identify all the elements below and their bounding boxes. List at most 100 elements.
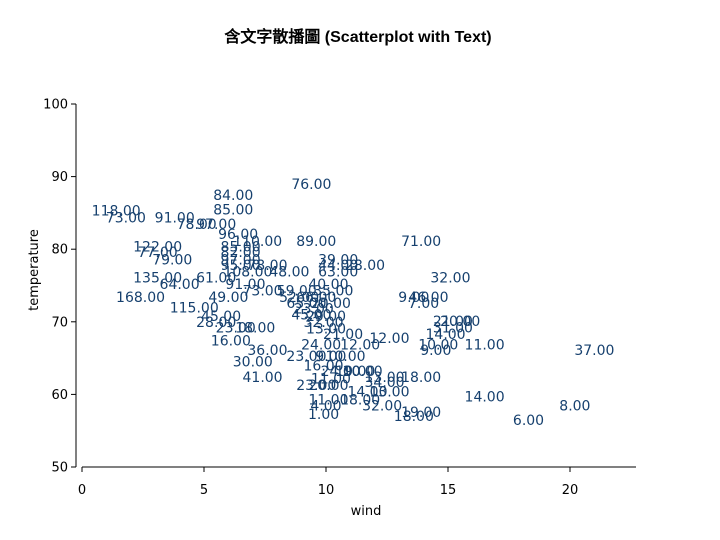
data-point-label: 20.00 bbox=[308, 378, 348, 394]
data-point-label: 79.00 bbox=[152, 252, 192, 268]
data-point-label: 11.00 bbox=[308, 392, 348, 408]
data-point-label: 10.00 bbox=[343, 364, 383, 380]
data-point-label: 78.00 bbox=[177, 217, 217, 233]
data-point-label: 18.00 bbox=[340, 392, 380, 408]
data-point-label: 16.00 bbox=[211, 334, 251, 350]
data-point-label: 21.00 bbox=[323, 327, 363, 343]
data-point-label: 29.00 bbox=[306, 309, 346, 325]
data-point-label: 76.00 bbox=[291, 177, 331, 193]
data-point-label: 28.00 bbox=[196, 315, 236, 331]
data-point-label: 85.00 bbox=[213, 202, 253, 218]
data-point-label: 23.00 bbox=[216, 321, 256, 337]
data-point-label: 135.00 bbox=[133, 271, 182, 287]
data-point-label: 115.00 bbox=[170, 300, 219, 316]
data-point-label: 45.00 bbox=[201, 309, 241, 325]
data-point-label: 59.00 bbox=[277, 284, 317, 300]
data-point-label: 23.00 bbox=[294, 302, 334, 318]
data-point-label: 14.00 bbox=[347, 384, 387, 400]
data-point-label: 20.00 bbox=[440, 314, 480, 330]
x-axis-label: wind bbox=[351, 504, 382, 519]
data-point-label: 13.00 bbox=[365, 370, 405, 386]
data-point-label: 36.00 bbox=[247, 343, 287, 359]
data-point-label: 24.00 bbox=[301, 337, 341, 353]
data-point-label: 52.00 bbox=[279, 290, 319, 306]
data-point-label: 14.00 bbox=[465, 390, 505, 406]
x-tick-label: 15 bbox=[440, 483, 457, 498]
data-point-label: 64.00 bbox=[160, 277, 200, 293]
chart-title: 含文字散播圖 (Scatterplot with Text) bbox=[224, 27, 491, 46]
data-point-label: 21.00 bbox=[433, 314, 473, 330]
data-point-label: 71.00 bbox=[401, 234, 441, 250]
data-point-label: 46.00 bbox=[408, 290, 448, 306]
data-point-label: 10.00 bbox=[418, 337, 458, 353]
y-tick-label: 70 bbox=[51, 315, 68, 330]
data-point-label: 73.00 bbox=[106, 210, 146, 226]
data-point-label: 32.00 bbox=[304, 315, 344, 331]
y-tick-label: 80 bbox=[51, 243, 68, 258]
data-point-label: 8.00 bbox=[559, 398, 590, 414]
y-axis-label: temperature bbox=[27, 229, 42, 311]
data-point-label: 40.00 bbox=[308, 277, 348, 293]
data-point-label: 65.00 bbox=[286, 296, 326, 312]
data-point-label: 66.00 bbox=[296, 290, 336, 306]
data-point-label: 23.00 bbox=[286, 349, 326, 365]
data-point-label: 110.00 bbox=[233, 234, 282, 250]
data-point-label: 118.00 bbox=[92, 204, 141, 220]
data-point-label: 18.00 bbox=[235, 321, 275, 337]
x-tick-label: 0 bbox=[78, 483, 86, 498]
data-point-label: 34.00 bbox=[365, 375, 405, 391]
data-point-label: 122.00 bbox=[133, 239, 182, 255]
data-point-label: 35.00 bbox=[313, 284, 353, 300]
data-point-label: 24.00 bbox=[321, 364, 361, 380]
data-point-label: 63.00 bbox=[318, 265, 358, 281]
data-point-label: 14.00 bbox=[426, 327, 466, 343]
data-point-label: 73.00 bbox=[243, 284, 283, 300]
data-point-label: 61.00 bbox=[196, 271, 236, 287]
data-point-label: 4.00 bbox=[310, 398, 341, 414]
y-tick-label: 50 bbox=[51, 461, 68, 476]
data-point-label: 11.00 bbox=[465, 337, 505, 353]
data-point-label: 78.00 bbox=[247, 258, 287, 274]
x-tick-label: 10 bbox=[318, 483, 335, 498]
data-point-label: 16.00 bbox=[304, 358, 344, 374]
data-point-label: 82.00 bbox=[221, 245, 261, 261]
y-tick-label: 100 bbox=[43, 98, 68, 113]
data-point-label: 85.00 bbox=[221, 239, 261, 255]
data-point-label: 7.00 bbox=[408, 296, 439, 312]
x-tick-labels: 0 5 10 15 20 bbox=[78, 467, 578, 498]
data-point-label: 95.00 bbox=[221, 258, 261, 274]
data-point-label: 12.00 bbox=[340, 337, 380, 353]
data-point-label: 44.00 bbox=[318, 258, 358, 274]
data-point-label: 84.00 bbox=[213, 188, 253, 204]
data-point-label: 18.00 bbox=[401, 370, 441, 386]
data-point-label: 6.00 bbox=[513, 413, 544, 429]
data-point-label: 108.00 bbox=[223, 265, 272, 281]
data-point-label: 23.00 bbox=[296, 378, 336, 394]
data-point-label: 77.00 bbox=[138, 245, 178, 261]
y-tick-label: 90 bbox=[51, 170, 68, 185]
data-point-label: 19.00 bbox=[335, 364, 375, 380]
data-point-label: 41.00 bbox=[243, 370, 283, 386]
data-point-label: 9.00 bbox=[420, 343, 451, 359]
data-point-label: 49.00 bbox=[208, 290, 248, 306]
data-point-label: 168.00 bbox=[116, 290, 165, 306]
y-tick-labels: 50 60 70 80 90 100 bbox=[43, 98, 76, 476]
data-point-label: 9.00 bbox=[398, 290, 429, 306]
data-point-label: 12.00 bbox=[369, 331, 409, 347]
y-tick-label: 60 bbox=[51, 388, 68, 403]
x-tick-label: 20 bbox=[562, 483, 579, 498]
data-point-label: 89.00 bbox=[296, 234, 336, 250]
data-point-label: 1.00 bbox=[308, 407, 339, 423]
data-point-label: 45.00 bbox=[291, 308, 331, 324]
data-point-label: 91.00 bbox=[155, 210, 195, 226]
data-point-label: 30.00 bbox=[233, 355, 273, 371]
data-point-label: 28.00 bbox=[345, 258, 385, 274]
data-point-label: 11.00 bbox=[311, 371, 351, 387]
data-point-label: 31.00 bbox=[433, 321, 473, 337]
data-point-label: 37.00 bbox=[574, 343, 614, 359]
x-tick-label: 5 bbox=[200, 483, 208, 498]
data-point-label: 10.00 bbox=[325, 349, 365, 365]
data-point-label: 97.00 bbox=[221, 252, 261, 268]
